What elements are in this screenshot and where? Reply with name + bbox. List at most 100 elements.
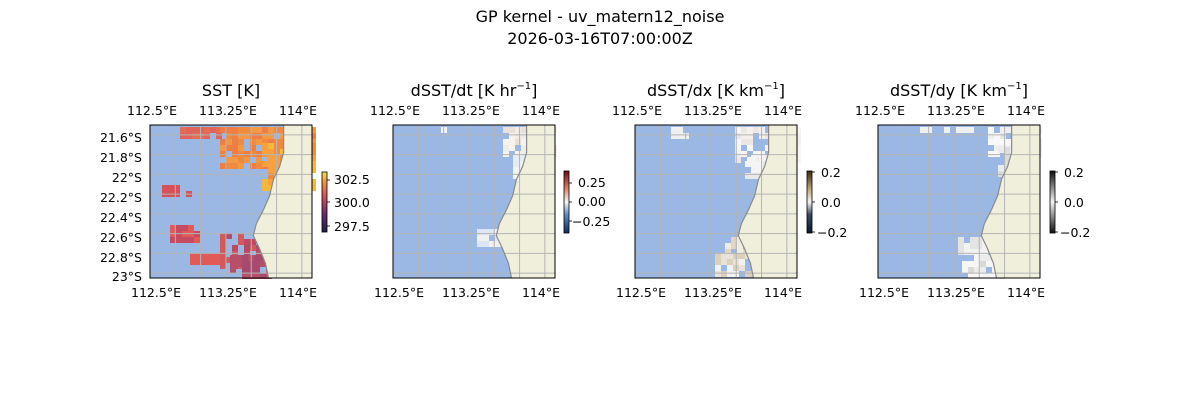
data-pixel	[974, 267, 980, 273]
data-pixel	[202, 259, 208, 265]
colorbar: 0.2 0.0 −0.2	[806, 165, 847, 240]
top-lon-tick: 113.25°E	[199, 103, 257, 118]
data-pixel	[262, 185, 268, 191]
data-pixel	[974, 261, 980, 267]
bottom-lon-tick: 114°E	[1007, 285, 1045, 300]
lat-tick: 22°S	[112, 170, 142, 185]
lat-tick: 21.8°S	[100, 150, 142, 165]
data-pixel	[735, 133, 741, 139]
data-pixel	[256, 127, 262, 133]
colorbar-tick: −0.25	[572, 214, 610, 229]
data-pixel	[747, 157, 753, 163]
data-pixel	[256, 139, 262, 145]
map-area[interactable]	[634, 124, 801, 279]
data-pixel	[230, 255, 236, 261]
data-pixel	[310, 155, 316, 161]
figure-title: GP kernel - uv_matern12_noise	[476, 7, 725, 27]
data-pixel	[262, 179, 268, 185]
data-pixel	[310, 167, 316, 173]
data-pixel	[721, 253, 727, 259]
data-pixel	[739, 265, 745, 271]
data-pixel	[974, 273, 980, 279]
data-pixel	[747, 139, 753, 145]
data-pixel	[226, 145, 232, 151]
data-pixel	[214, 259, 220, 265]
data-pixel	[250, 145, 256, 151]
data-pixel	[519, 155, 525, 161]
data-pixel	[268, 143, 274, 149]
data-pixel	[232, 245, 238, 251]
colorbar-tick: 300.0	[334, 195, 370, 210]
data-pixel	[226, 257, 232, 263]
panel-dsstdy: dSST/dy [K km−1] 112.5°E 113.25°E 114°E …	[855, 81, 1090, 300]
data-pixel	[220, 245, 226, 251]
data-pixel	[751, 173, 757, 179]
data-pixel	[483, 229, 489, 235]
data-pixel	[503, 151, 509, 157]
data-pixel	[968, 267, 974, 273]
bottom-lon-tick: 113.25°E	[927, 285, 985, 300]
data-pixel	[483, 235, 489, 241]
map-area[interactable]	[149, 124, 316, 279]
data-pixel	[244, 157, 250, 163]
data-pixel	[671, 133, 677, 139]
data-pixel	[509, 127, 515, 133]
data-pixel	[1004, 159, 1010, 165]
data-pixel	[795, 127, 801, 133]
data-pixel	[262, 139, 268, 145]
data-pixel	[208, 253, 214, 259]
data-pixel	[310, 185, 316, 191]
data-pixel	[250, 127, 256, 133]
data-pixel	[268, 167, 274, 173]
data-pixel	[763, 155, 769, 161]
colorbar-bar	[563, 170, 570, 234]
bottom-lon-tick: 114°E	[764, 285, 802, 300]
data-pixel	[162, 185, 168, 191]
data-pixel	[731, 243, 737, 249]
data-pixel	[256, 163, 262, 169]
coastline	[980, 125, 1013, 279]
map-area[interactable]	[392, 124, 557, 279]
data-pixel	[739, 259, 745, 265]
top-lon-tick: 114°E	[1007, 103, 1045, 118]
map-area[interactable]	[877, 124, 1042, 279]
data-pixel	[795, 151, 801, 157]
bottom-lon-ticks: 112.5°E 113.25°E 114°E	[374, 285, 560, 300]
data-pixel	[226, 233, 232, 239]
data-pixel	[310, 149, 316, 155]
data-pixel	[192, 133, 198, 139]
data-pixel	[521, 139, 527, 145]
figure-subtitle: 2026-03-16T07:00:00Z	[507, 29, 693, 48]
data-pixel	[509, 145, 515, 151]
bottom-lon-tick: 114°E	[279, 285, 317, 300]
data-pixel	[262, 133, 268, 139]
data-pixel	[170, 237, 176, 243]
data-pixel	[220, 257, 226, 263]
colorbar-tick: −0.2	[1060, 225, 1090, 240]
data-pixel	[994, 145, 1000, 151]
data-pixel	[1004, 153, 1010, 159]
data-pixel	[174, 185, 180, 191]
data-pixel	[226, 157, 232, 163]
data-pixel	[988, 139, 994, 145]
data-pixel	[226, 127, 232, 133]
data-pixel	[489, 229, 495, 235]
lat-tick: 21.6°S	[100, 130, 142, 145]
map-frame	[634, 124, 798, 279]
lat-tick: 23°S	[112, 269, 142, 284]
data-pixel	[503, 127, 509, 133]
top-lon-ticks: 112.5°E 113.25°E 114°E	[370, 103, 560, 118]
data-pixel	[958, 243, 964, 249]
data-pixel	[980, 267, 986, 273]
data-pixel	[727, 253, 733, 259]
top-lon-tick: 113.25°E	[927, 103, 985, 118]
data-pixel	[242, 267, 248, 273]
data-pixel	[964, 243, 970, 249]
data-pixel	[741, 139, 747, 145]
data-pixel	[186, 133, 192, 139]
data-pixel	[727, 265, 733, 271]
data-pixel	[735, 127, 741, 133]
data-pixel	[256, 151, 262, 157]
data-pixel	[1004, 147, 1010, 153]
